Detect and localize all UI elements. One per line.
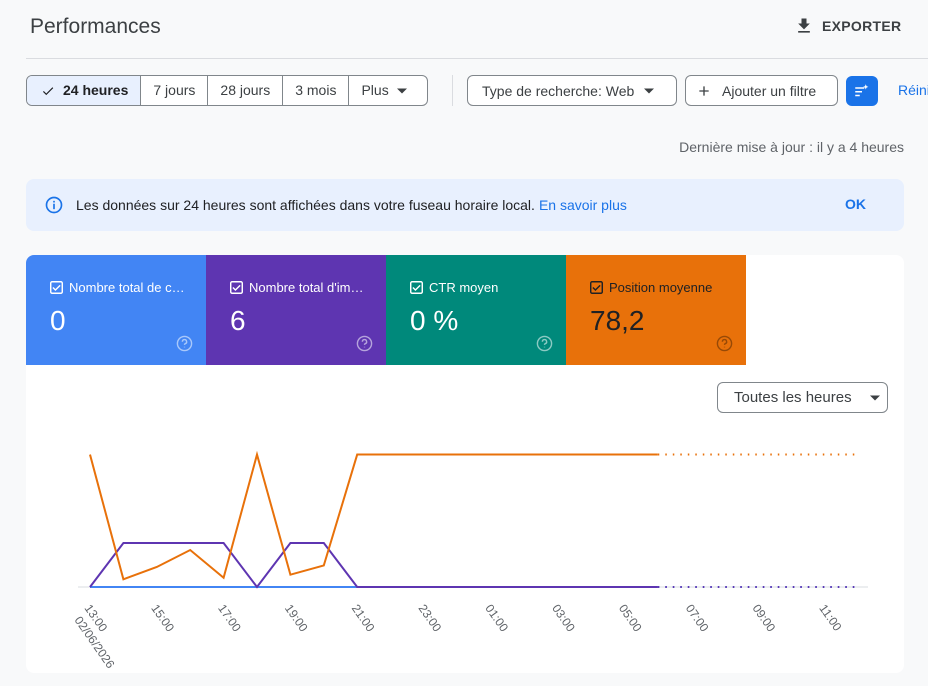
help-glyph [361,338,368,348]
help-icon [536,335,553,352]
download-icon [798,18,810,33]
dropdown-arrow [644,88,655,93]
help-circle [356,335,373,352]
metric-label: CTR moyen [429,280,499,295]
checkbox [230,281,243,294]
metric-tile[interactable]: Position moyenne 78,2 [566,255,746,365]
metric-value: 0 % [410,305,459,336]
metric-label: Nombre total d'im… [249,280,364,295]
help-glyph [721,338,728,348]
metric-label-row: CTR moyen [410,280,498,295]
date-range-label: 28 jours [220,82,271,98]
export-label: EXPORTER [822,18,902,34]
date-range-label: 3 mois [295,82,337,98]
hours-dropdown[interactable]: Toutes les heures [717,382,888,413]
help-icon [356,335,373,352]
add-filter-button[interactable]: Ajouter un filtre [685,75,838,106]
help-icon [176,335,193,352]
checkbox-check [232,284,241,292]
metric-value: 0 [50,305,66,336]
info-banner: Les données sur 24 heures sont affichées… [26,179,904,231]
checkbox-box [410,281,423,294]
checkbox [410,281,423,294]
metric-tile[interactable]: CTR moyen 0 % [386,255,566,365]
page-title: Performances [30,15,161,38]
checkbox-box [230,281,243,294]
filter-settings-button[interactable] [846,76,878,106]
checkbox-check [52,284,61,292]
date-range-label: 7 jours [153,82,196,98]
checkbox-box [50,281,63,294]
help-icon [716,335,733,352]
metric-label: Position moyenne [609,280,713,295]
date-range-group: 24 heures 7 jours 28 jours 3 mois Plus [26,75,428,106]
check-icon [42,86,54,95]
date-range-label: 24 heures [63,82,129,98]
search-type-button[interactable]: Type de recherche: Web [467,75,677,106]
learn-more-link[interactable]: En savoir plus [538,197,627,213]
date-range-option[interactable]: 3 mois [283,76,350,105]
toolbar-divider [452,75,453,106]
help-glyph [181,338,188,348]
metric-label-row: Position moyenne [590,280,712,295]
date-range-label: Plus [361,82,389,98]
metric-label-row: Nombre total de c… [50,280,185,295]
date-range-option[interactable]: 24 heures [27,76,142,105]
date-range-option[interactable]: 28 jours [208,76,284,105]
metric-value: 6 [230,305,246,336]
metric-label-row: Nombre total d'im… [230,280,363,295]
date-range-option[interactable]: Plus [349,76,426,105]
checkbox [50,281,63,294]
export-button[interactable]: EXPORTER [794,16,901,36]
dropdown-arrow [869,395,880,400]
dropdown-arrow [396,88,407,93]
checkbox-check [412,284,421,292]
help-circle [716,335,733,352]
ok-button[interactable]: OK [845,196,866,212]
metric-label: Nombre total de c… [69,280,185,295]
filter-icon [855,84,869,97]
checkbox [590,281,603,294]
search-type-label: Type de recherche: Web [482,82,635,99]
add-filter-label: Ajouter un filtre [722,82,817,99]
metric-value: 78,2 [590,305,645,336]
header-divider [26,58,928,59]
help-glyph [541,338,548,348]
metric-tile[interactable]: Nombre total de c… 0 [26,255,206,365]
plus-icon [699,85,709,96]
checkbox-box [590,281,603,294]
help-circle [536,335,553,352]
hours-dropdown-label: Toutes les heures [734,389,852,406]
metric-tile[interactable]: Nombre total d'im… 6 [206,255,386,365]
help-circle [176,335,193,352]
banner-text: Les données sur 24 heures sont affichées… [76,197,535,213]
last-update: Dernière mise à jour : il y a 4 heures [679,139,904,155]
performance-card: Nombre total de c… 0 Nombre total d'im… 6 CT… [26,255,904,673]
reset-link[interactable]: Réini [898,82,928,98]
date-range-option[interactable]: 7 jours [141,76,209,105]
checkbox-check [592,284,601,292]
info-icon [45,196,63,214]
